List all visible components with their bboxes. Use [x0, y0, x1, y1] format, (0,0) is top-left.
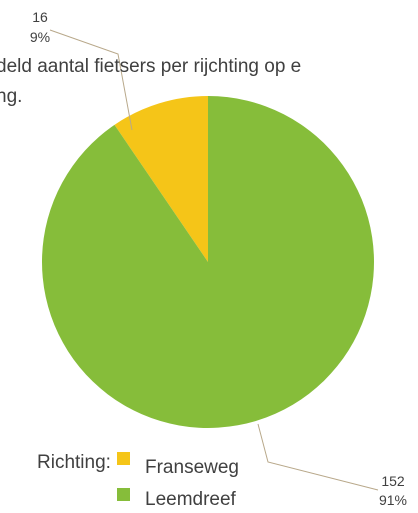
chart-title: deld aantal fietsers per rijchting op e [0, 56, 301, 77]
pie-slices [41, 96, 374, 428]
legend: Richting: Franseweg Leemdreef [37, 452, 239, 510]
pie-slice-leemdreef [41, 96, 374, 428]
pie-slice-franseweg [114, 96, 208, 262]
legend-swatch-franseweg [117, 452, 130, 465]
data-label-franseweg-percent: 9% [30, 29, 50, 45]
legend-swatch-leemdreef [117, 488, 130, 501]
chart-title-line2: ng. [0, 86, 22, 107]
leader-line-franseweg [49, 29, 133, 131]
legend-label-leemdreef: Leemdreef [145, 489, 237, 510]
legend-label-franseweg: Franseweg [145, 457, 239, 478]
leader-line-leemdreef [257, 423, 379, 491]
data-label-leemdreef-percent: 91% [379, 492, 407, 508]
legend-title: Richting: [37, 452, 111, 473]
leader-lines [49, 29, 379, 491]
data-label-franseweg-value: 16 [32, 9, 48, 25]
data-label-leemdreef-value: 152 [381, 473, 405, 489]
